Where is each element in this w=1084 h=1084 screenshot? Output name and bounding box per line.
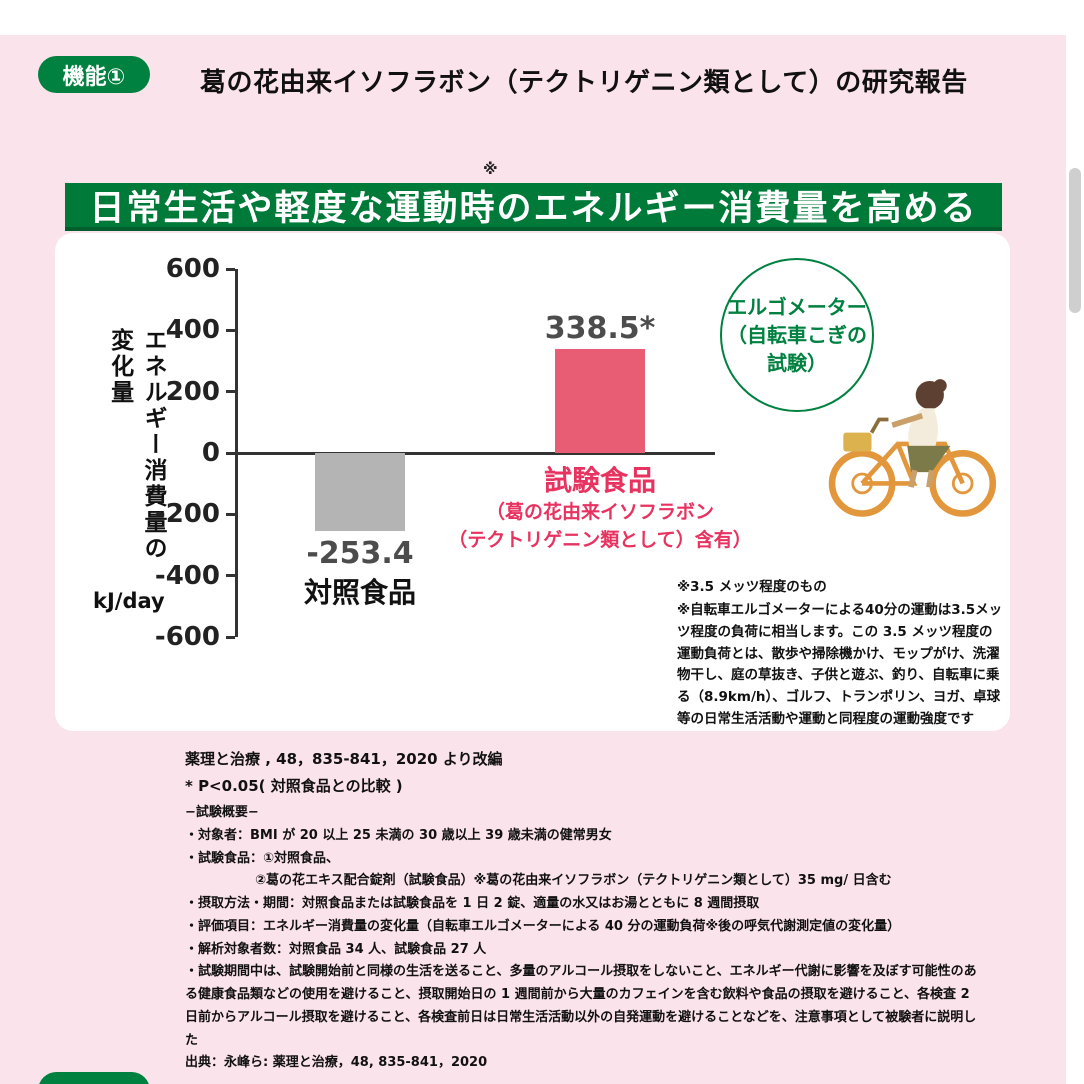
y-tick-label: -600 [154, 622, 220, 652]
page-title: 葛の花由来イソフラボン（テクトリゲニン類として）の研究報告 [200, 68, 968, 98]
method-note-2: ※自転車エルゴメーターによる40分の運動は3.5メッツ程度の負荷に相当します。こ… [677, 601, 1003, 728]
y-tick-label: 600 [165, 254, 220, 284]
function-badge-label: 機能① [62, 64, 126, 90]
study-overview: −試験概要− ・対象者：BMI が 20 以上 25 未満の 30 歳以上 39… [185, 802, 985, 1075]
chart-card: エネルギー消費量の 変化量 kJ/day -253.4 338.5* 対照食品 … [55, 233, 1010, 731]
headline-banner-text: 日常生活や軽度な運動時のエネルギー消費量を高める [89, 188, 978, 229]
category-label-test-food: 試験食品 [543, 464, 656, 497]
y-tick-mark [226, 635, 235, 639]
function-badge: 機能① [38, 56, 150, 93]
bar-chart: -253.4 338.5* 対照食品 試験食品 （葛の花由来イソフラボン （テク… [155, 254, 752, 652]
study-overview-item: ・評価項目：エネルギー消費量の変化量（自転車エルゴメーターによる 40 分の運動… [185, 918, 901, 934]
bar-value-label: -253.4 [306, 535, 414, 571]
method-note-1: ※3.5 メッツ程度のもの [677, 579, 827, 595]
scrollbar-thumb[interactable] [1069, 168, 1081, 313]
method-notes: ※3.5 メッツ程度のもの ※自転車エルゴメーターによる40分の運動は3.5メッ… [677, 577, 1005, 731]
cyclist-illustration [828, 379, 997, 517]
top-margin [0, 0, 1084, 35]
test-food-note: （葛の花由来イソフラボン （テクトリゲニン類として）含有） [410, 499, 790, 554]
zero-line [235, 451, 715, 455]
test-food-note-line1: （葛の花由来イソフラボン [485, 501, 714, 523]
y-tick-mark [226, 390, 235, 394]
ergometer-annotation-line1: エルゴメーター [727, 295, 867, 319]
next-function-badge-partial [38, 1072, 150, 1084]
y-tick-mark [226, 574, 235, 578]
y-tick-mark [226, 512, 235, 516]
study-overview-item: ・試験食品：①対照食品、 [185, 850, 340, 866]
test-food-note-line2: （テクトリゲニン類として）含有） [448, 528, 752, 551]
citation-source: 薬理と治療 , 48，835-841，2020 より改編 [185, 750, 503, 768]
y-tick-mark [226, 328, 235, 332]
study-overview-item: ・対象者：BMI が 20 以上 25 未満の 30 歳以上 39 歳未満の健常… [185, 827, 612, 843]
study-overview-item: ・摂取方法・期間：対照食品または試験食品を 1 日 2 錠、適量の水又はお湯とと… [185, 896, 760, 911]
citation-pvalue: * P<0.05( 対照食品との比較 ) [185, 777, 403, 795]
y-axis-unit: kJ/day [93, 589, 165, 613]
y-tick-label: -400 [154, 560, 220, 591]
study-overview-item: ②葛の花エキス配合錠剤（試験食品）※葛の花由来イソフラボン（テクトリゲニン類とし… [255, 873, 892, 889]
study-overview-source: 出典：永峰ら: 薬理と治療，48, 835-841，2020 [185, 1055, 488, 1071]
category-label-control-food: 対照食品 [303, 576, 416, 609]
y-tick-label: 200 [165, 376, 220, 407]
bar-test-food [555, 349, 645, 453]
y-tick-mark [226, 267, 235, 271]
bar-control-food [315, 453, 405, 531]
bar-value-label: 338.5* [544, 311, 656, 347]
headline-banner: 日常生活や軽度な運動時のエネルギー消費量を高める [65, 183, 1002, 231]
y-tick-label: 0 [201, 438, 220, 468]
ergometer-annotation-line3: 試験） [767, 351, 827, 375]
banner-note-mark: ※ [483, 160, 498, 178]
citation-block: 薬理と治療 , 48，835-841，2020 より改編 * P<0.05( 対… [185, 746, 503, 800]
study-overview-item: ・試験期間中は、試験開始前と同様の生活を送ること、多量のアルコール摂取をしないこ… [185, 964, 977, 1048]
study-overview-heading: −試験概要− [185, 805, 259, 820]
y-axis-title: エネルギー消費量の 変化量 [106, 328, 166, 562]
y-tick-label: -200 [154, 499, 220, 530]
ergometer-annotation: エルゴメーター （自転車こぎの 試験） [720, 258, 874, 412]
y-tick-mark [226, 451, 235, 455]
ergometer-annotation-line2: （自転車こぎの [727, 323, 867, 347]
study-overview-item: ・解析対象者数：対照食品 34 人、試験食品 27 人 [185, 941, 487, 957]
y-tick-label: 400 [165, 315, 220, 346]
